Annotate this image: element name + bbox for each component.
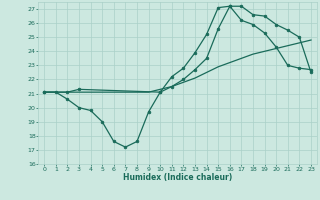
X-axis label: Humidex (Indice chaleur): Humidex (Indice chaleur) xyxy=(123,173,232,182)
